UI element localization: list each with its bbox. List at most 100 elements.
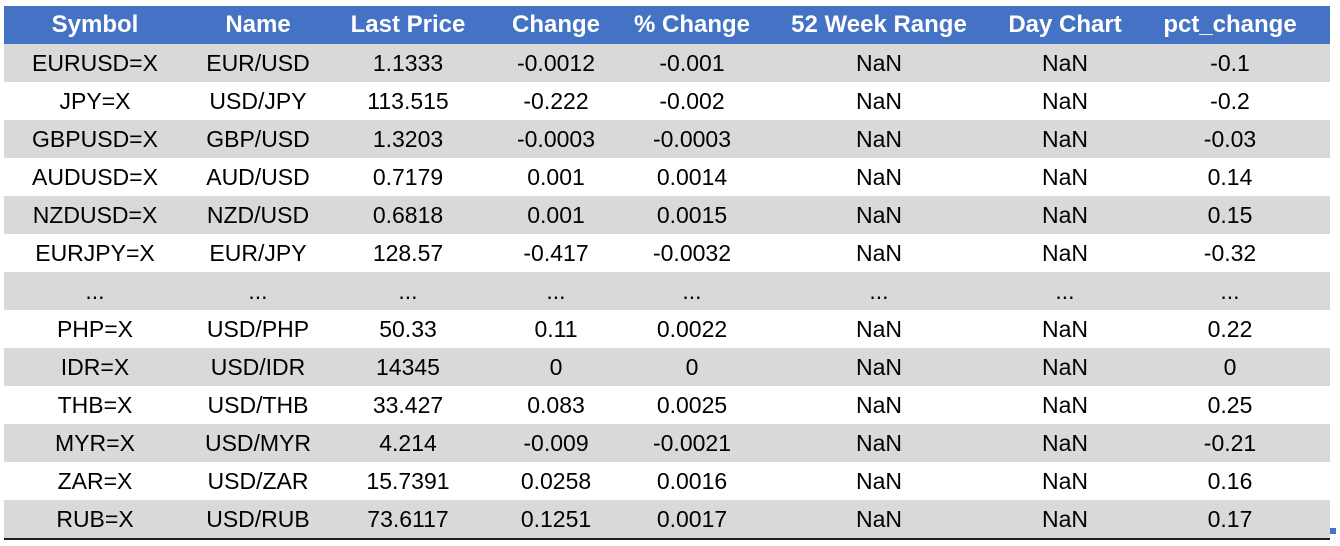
cell-pct-change-raw[interactable]: 0.17: [1130, 500, 1330, 540]
cell-symbol[interactable]: RUB=X: [4, 500, 186, 540]
cell-pct-change[interactable]: -0.0032: [626, 234, 758, 272]
cell-name[interactable]: EUR/JPY: [186, 234, 330, 272]
cell-last-price[interactable]: 4.214: [330, 424, 486, 462]
column-header-last-price[interactable]: Last Price: [330, 6, 486, 44]
cell-52-week-range[interactable]: NaN: [758, 348, 1000, 386]
column-header-pct-change[interactable]: % Change: [626, 6, 758, 44]
cell-last-price[interactable]: 128.57: [330, 234, 486, 272]
cell-name[interactable]: USD/JPY: [186, 82, 330, 120]
cell-change[interactable]: 0.11: [486, 310, 626, 348]
cell-last-price[interactable]: ...: [330, 272, 486, 310]
cell-last-price[interactable]: 113.515: [330, 82, 486, 120]
column-header-change[interactable]: Change: [486, 6, 626, 44]
cell-day-chart[interactable]: NaN: [1000, 424, 1130, 462]
cell-pct-change[interactable]: ...: [626, 272, 758, 310]
cell-symbol[interactable]: JPY=X: [4, 82, 186, 120]
cell-change[interactable]: 0.1251: [486, 500, 626, 540]
cell-day-chart[interactable]: NaN: [1000, 44, 1130, 82]
cell-last-price[interactable]: 50.33: [330, 310, 486, 348]
cell-symbol[interactable]: MYR=X: [4, 424, 186, 462]
cell-name[interactable]: USD/ZAR: [186, 462, 330, 500]
cell-change[interactable]: 0: [486, 348, 626, 386]
cell-52-week-range[interactable]: NaN: [758, 310, 1000, 348]
cell-symbol[interactable]: THB=X: [4, 386, 186, 424]
cell-change[interactable]: ...: [486, 272, 626, 310]
cell-symbol[interactable]: EURUSD=X: [4, 44, 186, 82]
cell-symbol[interactable]: GBPUSD=X: [4, 120, 186, 158]
cell-last-price[interactable]: 1.3203: [330, 120, 486, 158]
cell-last-price[interactable]: 33.427: [330, 386, 486, 424]
cell-52-week-range[interactable]: ...: [758, 272, 1000, 310]
cell-pct-change-raw[interactable]: 0.25: [1130, 386, 1330, 424]
cell-52-week-range[interactable]: NaN: [758, 500, 1000, 540]
cell-change[interactable]: -0.0003: [486, 120, 626, 158]
cell-name[interactable]: USD/PHP: [186, 310, 330, 348]
cell-pct-change[interactable]: 0.0014: [626, 158, 758, 196]
cell-name[interactable]: EUR/USD: [186, 44, 330, 82]
cell-pct-change-raw[interactable]: ...: [1130, 272, 1330, 310]
cell-day-chart[interactable]: NaN: [1000, 158, 1130, 196]
cell-name[interactable]: ...: [186, 272, 330, 310]
cell-pct-change[interactable]: 0.0017: [626, 500, 758, 540]
cell-pct-change-raw[interactable]: -0.32: [1130, 234, 1330, 272]
cell-pct-change-raw[interactable]: -0.21: [1130, 424, 1330, 462]
cell-52-week-range[interactable]: NaN: [758, 196, 1000, 234]
cell-last-price[interactable]: 15.7391: [330, 462, 486, 500]
column-header-day-chart[interactable]: Day Chart: [1000, 6, 1130, 44]
column-header-symbol[interactable]: Symbol: [4, 6, 186, 44]
column-header-name[interactable]: Name: [186, 6, 330, 44]
cell-day-chart[interactable]: NaN: [1000, 348, 1130, 386]
cell-day-chart[interactable]: NaN: [1000, 120, 1130, 158]
cell-pct-change[interactable]: -0.001: [626, 44, 758, 82]
cell-52-week-range[interactable]: NaN: [758, 158, 1000, 196]
cell-day-chart[interactable]: ...: [1000, 272, 1130, 310]
cell-name[interactable]: USD/THB: [186, 386, 330, 424]
cell-pct-change-raw[interactable]: 0.14: [1130, 158, 1330, 196]
cell-52-week-range[interactable]: NaN: [758, 424, 1000, 462]
column-header-pct-change-raw[interactable]: pct_change: [1130, 6, 1330, 44]
cell-pct-change[interactable]: 0.0025: [626, 386, 758, 424]
cell-pct-change[interactable]: 0: [626, 348, 758, 386]
cell-name[interactable]: USD/RUB: [186, 500, 330, 540]
cell-last-price[interactable]: 1.1333: [330, 44, 486, 82]
cell-change[interactable]: -0.417: [486, 234, 626, 272]
cell-52-week-range[interactable]: NaN: [758, 386, 1000, 424]
cell-symbol[interactable]: ZAR=X: [4, 462, 186, 500]
cell-pct-change-raw[interactable]: 0.16: [1130, 462, 1330, 500]
cell-52-week-range[interactable]: NaN: [758, 234, 1000, 272]
cell-day-chart[interactable]: NaN: [1000, 500, 1130, 540]
cell-name[interactable]: NZD/USD: [186, 196, 330, 234]
cell-change[interactable]: -0.009: [486, 424, 626, 462]
cell-change[interactable]: 0.001: [486, 196, 626, 234]
cell-change[interactable]: 0.0258: [486, 462, 626, 500]
cell-pct-change-raw[interactable]: -0.1: [1130, 44, 1330, 82]
cell-day-chart[interactable]: NaN: [1000, 386, 1130, 424]
cell-change[interactable]: -0.0012: [486, 44, 626, 82]
cell-52-week-range[interactable]: NaN: [758, 120, 1000, 158]
cell-change[interactable]: 0.083: [486, 386, 626, 424]
cell-name[interactable]: AUD/USD: [186, 158, 330, 196]
cell-52-week-range[interactable]: NaN: [758, 462, 1000, 500]
cell-symbol[interactable]: NZDUSD=X: [4, 196, 186, 234]
cell-symbol[interactable]: PHP=X: [4, 310, 186, 348]
cell-pct-change[interactable]: 0.0015: [626, 196, 758, 234]
cell-name[interactable]: GBP/USD: [186, 120, 330, 158]
cell-pct-change-raw[interactable]: 0.15: [1130, 196, 1330, 234]
cell-last-price[interactable]: 0.7179: [330, 158, 486, 196]
cell-pct-change[interactable]: -0.0021: [626, 424, 758, 462]
cell-pct-change-raw[interactable]: 0.22: [1130, 310, 1330, 348]
cell-change[interactable]: 0.001: [486, 158, 626, 196]
cell-name[interactable]: USD/IDR: [186, 348, 330, 386]
cell-change[interactable]: -0.222: [486, 82, 626, 120]
cell-day-chart[interactable]: NaN: [1000, 462, 1130, 500]
cell-day-chart[interactable]: NaN: [1000, 82, 1130, 120]
cell-name[interactable]: USD/MYR: [186, 424, 330, 462]
cell-pct-change-raw[interactable]: -0.2: [1130, 82, 1330, 120]
cell-last-price[interactable]: 73.6117: [330, 500, 486, 540]
cell-pct-change[interactable]: 0.0022: [626, 310, 758, 348]
cell-symbol[interactable]: IDR=X: [4, 348, 186, 386]
cell-52-week-range[interactable]: NaN: [758, 82, 1000, 120]
cell-pct-change[interactable]: 0.0016: [626, 462, 758, 500]
column-header-52-week-range[interactable]: 52 Week Range: [758, 6, 1000, 44]
cell-day-chart[interactable]: NaN: [1000, 310, 1130, 348]
